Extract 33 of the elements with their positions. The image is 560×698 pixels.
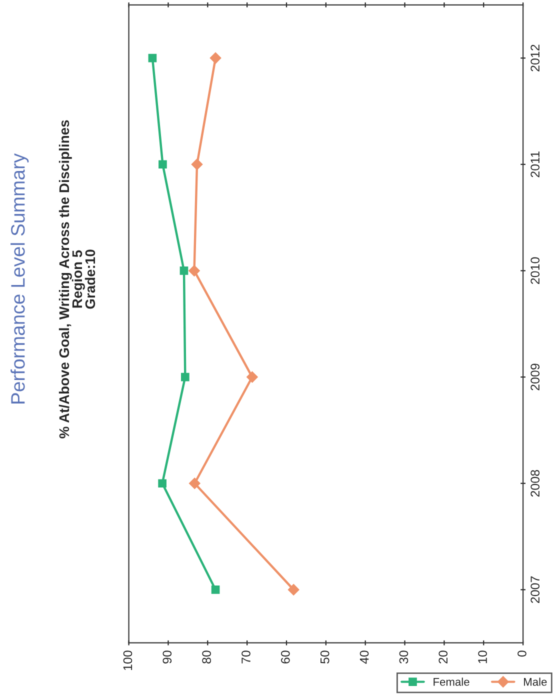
x-tick-label: 70 <box>242 650 250 664</box>
point <box>180 266 188 275</box>
text: Performance Level Summary <box>10 153 29 404</box>
legend-label: Male <box>524 678 547 686</box>
point <box>189 478 200 489</box>
x-tick-label: 30 <box>399 650 408 664</box>
point <box>246 371 258 383</box>
x-tick-label: 90 <box>162 650 172 664</box>
point <box>211 586 220 594</box>
point <box>181 372 190 382</box>
point <box>188 265 200 276</box>
x-tick-label: 100 <box>123 650 132 670</box>
point <box>191 158 203 170</box>
legend-label: Female <box>434 678 470 686</box>
point <box>158 479 166 488</box>
x-tick-label: 40 <box>360 650 369 664</box>
x-tick-label: 50 <box>320 650 330 664</box>
point <box>288 584 300 596</box>
x-tick-label: 60 <box>281 650 290 664</box>
y-tick-label: 2010 <box>530 257 540 284</box>
x-tick-label: 0 <box>518 650 526 657</box>
text: % At/Above Goal, Writing Across the Disciplines Region 5 Grade:10 <box>58 120 96 438</box>
point <box>210 52 222 64</box>
point <box>158 160 167 169</box>
x-tick-label: 10 <box>478 650 487 664</box>
point <box>148 54 157 62</box>
y-tick-label: 2011 <box>530 152 540 178</box>
y-tick-label: 2008 <box>530 470 540 497</box>
x-tick-label: 20 <box>438 650 448 664</box>
y-tick-label: 2009 <box>530 364 540 390</box>
x-tick-label: 80 <box>202 650 212 664</box>
y-tick-label: 2007 <box>530 576 540 603</box>
y-tick-label: 2012 <box>530 44 540 72</box>
